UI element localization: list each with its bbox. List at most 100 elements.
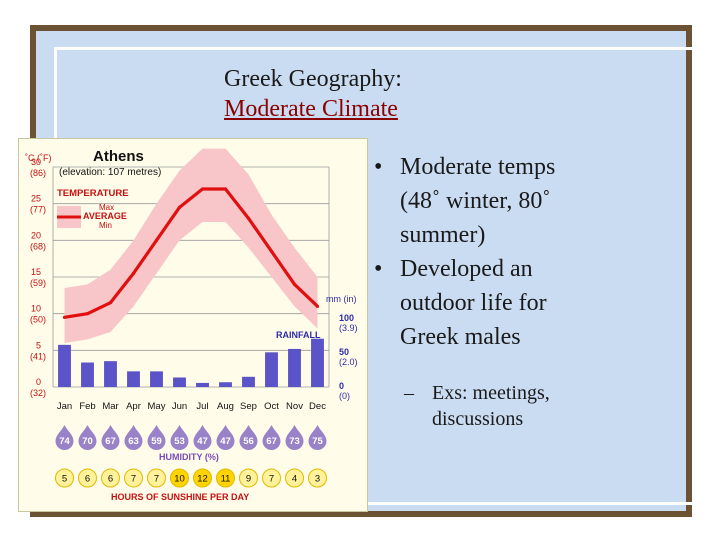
sunshine-circle xyxy=(170,468,189,488)
title-line-1: Greek Geography: xyxy=(224,66,402,92)
rainfall-tick-inches: (0) xyxy=(339,391,350,401)
y-tick-celsius: 5 xyxy=(36,340,41,350)
average-temperature-point xyxy=(108,301,113,305)
x-tick-month: Sep xyxy=(240,401,257,412)
y-tick-fahrenheit: (41) xyxy=(30,351,46,361)
chart-subtitle: (elevation: 107 metres) xyxy=(59,167,161,178)
rainfall-tick-inches: (2.0) xyxy=(339,357,358,367)
bullet-line: Greek males xyxy=(400,324,521,350)
y-tick-fahrenheit: (77) xyxy=(30,205,46,215)
x-tick-month: Apr xyxy=(126,401,141,412)
y-tick-fahrenheit: (32) xyxy=(30,388,46,398)
x-tick-month: Nov xyxy=(286,401,303,412)
y-tick-celsius: 15 xyxy=(31,267,41,277)
x-tick-month: Aug xyxy=(217,401,234,412)
humidity-value: 63 xyxy=(128,436,139,447)
temperature-range-band xyxy=(64,148,318,343)
sunshine-circle xyxy=(124,468,143,488)
rainfall-bar xyxy=(127,371,140,387)
humidity-value: 67 xyxy=(105,436,116,447)
bullet-glyph: • xyxy=(374,256,383,282)
sunshine-value: 7 xyxy=(269,474,274,485)
humidity-value: 47 xyxy=(220,436,231,447)
sunshine-label: HOURS OF SUNSHINE PER DAY xyxy=(111,492,249,502)
sunshine-circle xyxy=(147,468,166,488)
sunshine-circle xyxy=(285,468,304,488)
humidity-label: HUMIDITY (%) xyxy=(159,452,219,462)
humidity-drop xyxy=(216,425,235,450)
average-temperature-point xyxy=(200,187,205,191)
x-tick-month: Jul xyxy=(196,401,208,412)
average-temperature-point xyxy=(269,249,274,253)
humidity-value: 53 xyxy=(174,436,185,447)
sunshine-circle xyxy=(78,468,97,488)
bullet-line: summer) xyxy=(400,222,486,248)
x-tick-month: May xyxy=(148,401,166,412)
legend-max: Max xyxy=(99,203,114,212)
humidity-value: 67 xyxy=(266,436,277,447)
bullet-item: • Developed an outdoor life for Greek ma… xyxy=(368,252,668,354)
sunshine-value: 5 xyxy=(62,474,67,485)
average-temperature-point xyxy=(315,304,320,308)
rainfall-bar xyxy=(150,371,163,387)
sunshine-value: 6 xyxy=(108,474,113,485)
sunshine-circle xyxy=(262,468,281,488)
humidity-value: 74 xyxy=(59,436,70,447)
sub-bullet-item: – Exs: meetings, discussions xyxy=(368,380,668,432)
bullet-line: Developed an xyxy=(400,256,533,282)
rainfall-bar xyxy=(242,376,255,387)
rainfall-bar xyxy=(311,338,324,387)
rainfall-bar xyxy=(196,382,209,387)
rainfall-bar xyxy=(81,362,94,387)
sub-bullet-line: Exs: meetings, xyxy=(432,382,550,404)
legend-min: Min xyxy=(99,221,112,230)
slide-title: Greek Geography: Moderate Climate xyxy=(224,64,554,124)
average-temperature-point xyxy=(62,315,67,319)
rainfall-tick-mm: 0 xyxy=(339,381,344,391)
chart-title: Athens xyxy=(93,148,144,165)
average-temperature-point xyxy=(246,216,251,220)
temperature-label: TEMPERATURE xyxy=(57,188,129,199)
humidity-drop xyxy=(55,425,74,450)
humidity-value: 59 xyxy=(151,436,162,447)
sunshine-value: 7 xyxy=(154,474,159,485)
humidity-drop xyxy=(239,425,258,450)
humidity-drop xyxy=(193,425,212,450)
bullet-line: outdoor life for xyxy=(400,290,547,316)
y-tick-celsius: 20 xyxy=(31,230,41,240)
rainfall-bar xyxy=(288,348,301,387)
climate-chart-panel: 30 (86) 25 (77) 20 (68) 15 (59) 10 (50) 5 (41) 0 (32)… xyxy=(18,138,368,512)
average-temperature-point xyxy=(85,312,90,316)
humidity-drop xyxy=(170,425,189,450)
x-tick-month: Oct xyxy=(264,401,279,412)
sunshine-circle xyxy=(308,468,327,488)
sub-bullet-line: discussions xyxy=(432,408,524,430)
y-tick-fahrenheit: (86) xyxy=(30,168,46,178)
average-temperature-line xyxy=(64,187,319,319)
title-line-2: Moderate Climate xyxy=(224,96,398,122)
sunshine-circle xyxy=(101,468,120,488)
rainfall-tick-mm: 100 xyxy=(339,313,354,323)
y-tick-celsius: 25 xyxy=(31,194,41,204)
humidity-value: 47 xyxy=(197,436,208,447)
sunshine-value: 11 xyxy=(221,474,231,485)
rainfall-bar xyxy=(173,377,186,387)
humidity-drop xyxy=(308,425,327,450)
climate-chart: 30(86)25(77)20(68)15(59)10(50)5(41)0(32)… xyxy=(25,148,358,502)
sunshine-value: 10 xyxy=(174,474,185,485)
sunshine-circle xyxy=(193,468,212,488)
y-tick-fahrenheit: (59) xyxy=(30,278,46,288)
humidity-value: 75 xyxy=(312,436,323,447)
humidity-drop xyxy=(78,425,97,450)
rainfall-unit-label: mm (in) xyxy=(326,294,357,304)
humidity-value: 70 xyxy=(82,436,93,447)
humidity-drop xyxy=(147,425,166,450)
humidity-value: 56 xyxy=(243,436,254,447)
sunshine-circle xyxy=(216,468,235,488)
rainfall-bar xyxy=(104,361,117,387)
sunshine-value: 12 xyxy=(197,474,208,485)
sunshine-circle xyxy=(239,468,258,488)
y-tick-fahrenheit: (50) xyxy=(30,315,46,325)
sunshine-value: 9 xyxy=(246,474,251,485)
